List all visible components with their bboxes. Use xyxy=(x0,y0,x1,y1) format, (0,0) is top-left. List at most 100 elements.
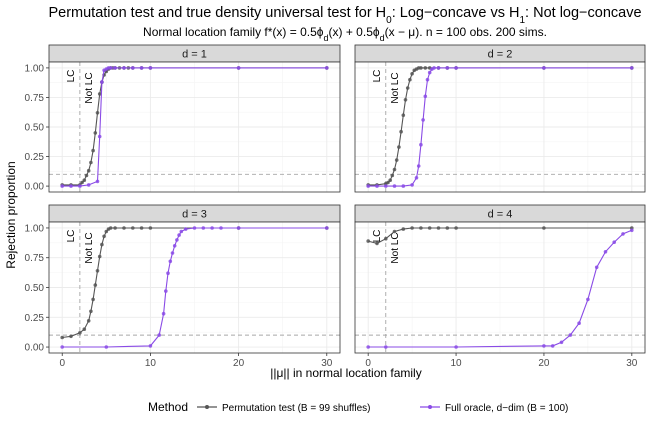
data-point-oracle xyxy=(175,238,179,242)
x-axis-title: ||μ|| in normal location family xyxy=(270,366,421,380)
data-point-oracle xyxy=(131,66,135,70)
data-point-permutation xyxy=(401,113,406,117)
data-point-oracle xyxy=(454,345,458,349)
data-point-permutation xyxy=(60,335,64,340)
data-point-oracle xyxy=(550,344,555,348)
data-point-oracle xyxy=(612,240,616,244)
data-point-permutation xyxy=(82,178,87,182)
data-point-oracle xyxy=(172,244,177,248)
data-point-oracle xyxy=(416,164,421,168)
data-point-permutation xyxy=(427,226,432,230)
data-point-permutation xyxy=(392,229,397,234)
data-point-oracle xyxy=(603,250,608,254)
data-point-oracle xyxy=(69,184,73,188)
data-point-permutation xyxy=(139,226,144,230)
data-point-permutation xyxy=(113,226,117,230)
legend-key-point xyxy=(205,405,209,409)
data-point-oracle xyxy=(366,345,371,349)
data-point-permutation xyxy=(410,226,414,230)
data-point-permutation xyxy=(148,226,153,230)
y-tick-label: 0.00 xyxy=(25,343,45,354)
data-point-permutation xyxy=(375,241,379,246)
facet-panel-3: d = 3 LC Not LC 0.00 0.25 0.50 0.75 1.00 0 10 20 30 xyxy=(25,204,341,369)
data-point-permutation xyxy=(423,66,428,70)
data-point-oracle xyxy=(384,345,388,349)
legend-item-oracle: Full oracle, d−dim (B = 100) xyxy=(420,403,568,414)
data-point-permutation xyxy=(91,148,95,153)
data-point-permutation xyxy=(100,242,104,247)
lc-label: LC xyxy=(66,230,77,243)
legend-label-permutation: Permutation test (B = 99 shuffles) xyxy=(222,403,371,414)
x-tick-label: 10 xyxy=(450,358,462,369)
x-tick-label: 0 xyxy=(59,358,65,369)
y-tick-label: 0.75 xyxy=(25,93,45,104)
legend-title: Method xyxy=(148,400,188,414)
facet-strip-label: d = 3 xyxy=(182,209,207,221)
data-point-permutation xyxy=(454,226,458,230)
data-point-permutation xyxy=(386,180,390,185)
data-point-permutation xyxy=(93,283,98,287)
data-point-oracle xyxy=(421,118,425,122)
y-tick-label: 1.00 xyxy=(25,63,45,74)
data-point-oracle xyxy=(170,251,175,255)
data-point-permutation xyxy=(108,226,113,230)
data-point-oracle xyxy=(410,183,414,187)
facet-strip-label: d = 1 xyxy=(182,49,207,61)
x-tick-label: 30 xyxy=(626,358,638,369)
data-point-oracle xyxy=(423,94,428,99)
data-point-permutation xyxy=(390,173,395,178)
data-point-permutation xyxy=(97,254,102,259)
data-point-permutation xyxy=(86,319,91,323)
data-point-permutation xyxy=(410,72,414,76)
data-point-oracle xyxy=(577,321,581,326)
facet-panels: d = 1 LC Not LC 0.00 0.25 0.50 0.75 1.00 d = 2 LC… xyxy=(25,44,646,369)
lc-label: LC xyxy=(66,70,77,83)
data-point-oracle xyxy=(201,226,206,230)
data-point-permutation xyxy=(419,66,423,70)
data-point-oracle xyxy=(157,333,161,337)
data-point-permutation xyxy=(89,309,93,314)
data-point-oracle xyxy=(148,66,153,70)
data-point-permutation xyxy=(84,173,89,178)
chart-subtitle: Normal location family f*(x) = 0.5ϕd(x) … xyxy=(143,25,547,43)
legend: Method Permutation test (B = 99 shuffles… xyxy=(148,400,568,414)
data-point-oracle xyxy=(95,179,100,184)
series-oracle xyxy=(366,66,634,188)
series-line-permutation xyxy=(62,227,327,339)
data-point-permutation xyxy=(95,269,100,273)
not-lc-label: Not LC xyxy=(84,232,95,263)
data-point-oracle xyxy=(594,265,599,270)
facet-panel-4: d = 4 LC Not LC 0 10 20 30 xyxy=(354,204,646,369)
data-point-permutation xyxy=(408,77,412,82)
data-point-permutation xyxy=(104,229,109,234)
not-lc-label: Not LC xyxy=(390,232,401,263)
panel-border xyxy=(354,61,646,193)
data-point-oracle xyxy=(177,233,181,237)
data-point-oracle xyxy=(113,66,117,70)
data-point-oracle xyxy=(161,311,166,316)
data-point-oracle xyxy=(148,344,153,348)
data-point-permutation xyxy=(82,327,87,332)
data-point-permutation xyxy=(419,226,423,230)
data-point-permutation xyxy=(436,226,441,230)
data-point-permutation xyxy=(394,158,399,162)
data-point-oracle xyxy=(122,66,126,70)
data-point-permutation xyxy=(95,111,100,115)
data-point-oracle xyxy=(104,345,109,349)
data-point-oracle xyxy=(384,184,388,188)
x-tick-label: 0 xyxy=(365,358,371,369)
y-tick-label: 0.50 xyxy=(25,283,45,294)
data-point-oracle xyxy=(621,232,625,236)
y-tick-label: 0.50 xyxy=(25,123,45,134)
data-point-permutation xyxy=(445,226,450,230)
data-point-permutation xyxy=(69,334,73,339)
data-point-oracle xyxy=(586,297,590,302)
data-point-oracle xyxy=(436,66,441,70)
data-point-oracle xyxy=(108,66,113,70)
data-point-permutation xyxy=(401,227,406,231)
data-point-permutation xyxy=(122,226,126,230)
data-point-permutation xyxy=(91,297,95,302)
data-point-permutation xyxy=(86,168,91,173)
y-axis-title: Rejection proportion xyxy=(4,161,18,268)
